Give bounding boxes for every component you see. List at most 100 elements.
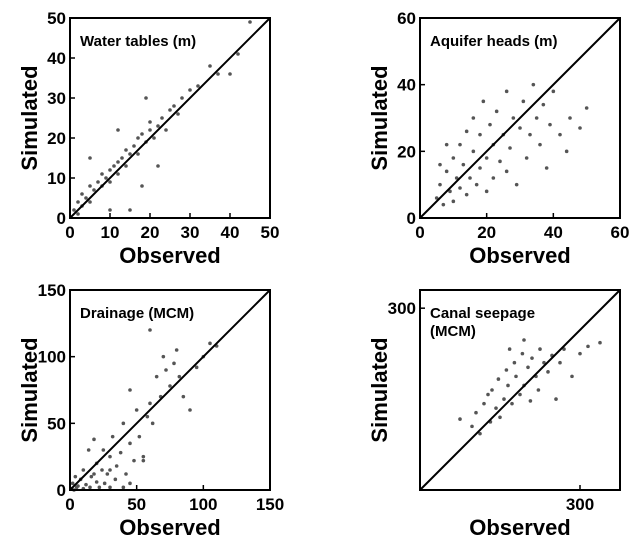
point	[108, 180, 112, 184]
point	[520, 351, 525, 356]
point	[164, 368, 168, 372]
x-axis-label: Observed	[119, 243, 221, 268]
point	[464, 129, 469, 134]
point	[546, 370, 550, 374]
point	[524, 156, 529, 160]
point	[498, 415, 502, 420]
point	[530, 356, 534, 360]
point	[512, 360, 517, 365]
point	[168, 108, 172, 112]
point	[504, 89, 509, 94]
point	[70, 481, 75, 486]
y-axis-label: Simulated	[17, 65, 42, 170]
point	[568, 116, 572, 120]
point	[458, 186, 462, 190]
x-tick-label: 0	[65, 223, 74, 242]
point	[228, 72, 232, 76]
x-tick-label: 50	[261, 223, 280, 242]
point	[448, 189, 452, 194]
point	[451, 199, 456, 204]
point	[570, 374, 574, 379]
point	[188, 408, 192, 412]
y-tick-label: 300	[388, 299, 416, 318]
point	[150, 421, 155, 426]
y-tick-label: 40	[47, 49, 66, 68]
point	[548, 122, 552, 127]
point	[578, 351, 582, 356]
x-tick-label: 50	[127, 495, 146, 514]
point	[176, 112, 180, 116]
point	[188, 88, 192, 92]
point	[134, 408, 139, 412]
point	[110, 434, 115, 439]
point	[136, 152, 140, 156]
y-axis-label: Simulated	[17, 337, 42, 442]
y-tick-label: 50	[47, 9, 66, 28]
point	[104, 176, 108, 180]
point	[100, 172, 104, 176]
point	[196, 84, 200, 88]
point	[94, 480, 99, 484]
point	[144, 96, 148, 100]
y-tick-label: 0	[407, 209, 416, 228]
point	[506, 383, 510, 388]
point	[181, 394, 186, 399]
point	[544, 166, 549, 170]
point	[174, 348, 179, 352]
point	[528, 399, 533, 403]
point	[148, 328, 152, 332]
point	[128, 388, 132, 392]
point	[586, 344, 590, 349]
point	[168, 384, 172, 388]
point	[124, 148, 128, 152]
point	[484, 189, 489, 194]
point	[504, 169, 509, 174]
point	[498, 159, 502, 164]
point	[522, 338, 526, 342]
point	[96, 180, 100, 184]
point	[180, 96, 184, 100]
point	[156, 164, 160, 168]
point	[558, 360, 562, 365]
x-axis-label: Observed	[469, 243, 571, 268]
point	[510, 401, 514, 406]
point	[124, 164, 128, 168]
point	[76, 200, 80, 204]
point	[84, 482, 88, 487]
point	[468, 176, 472, 180]
point	[88, 485, 92, 490]
point	[145, 414, 150, 419]
panel-title: Canal seepage	[430, 305, 535, 322]
point	[88, 200, 92, 204]
point	[444, 169, 449, 174]
point	[118, 450, 123, 455]
point	[438, 182, 442, 187]
point	[444, 142, 449, 147]
point	[76, 484, 80, 488]
point	[194, 365, 199, 370]
point	[558, 132, 562, 137]
point	[81, 468, 86, 472]
point	[172, 104, 176, 108]
panel-title: Drainage (MCM)	[80, 305, 194, 322]
point	[514, 374, 518, 379]
point	[248, 20, 252, 24]
y-axis-label: Simulated	[367, 65, 392, 170]
point	[494, 109, 499, 114]
point	[554, 397, 558, 401]
point	[92, 188, 96, 192]
point	[128, 481, 132, 486]
point	[451, 156, 456, 160]
point	[72, 208, 76, 212]
point	[177, 374, 182, 379]
point	[113, 477, 118, 482]
point	[116, 128, 120, 132]
point	[128, 208, 132, 212]
point	[490, 388, 494, 392]
point	[518, 126, 522, 130]
x-tick-label: 20	[141, 223, 160, 242]
x-tick-label: 60	[611, 223, 630, 242]
point	[92, 472, 96, 476]
point	[474, 410, 478, 415]
